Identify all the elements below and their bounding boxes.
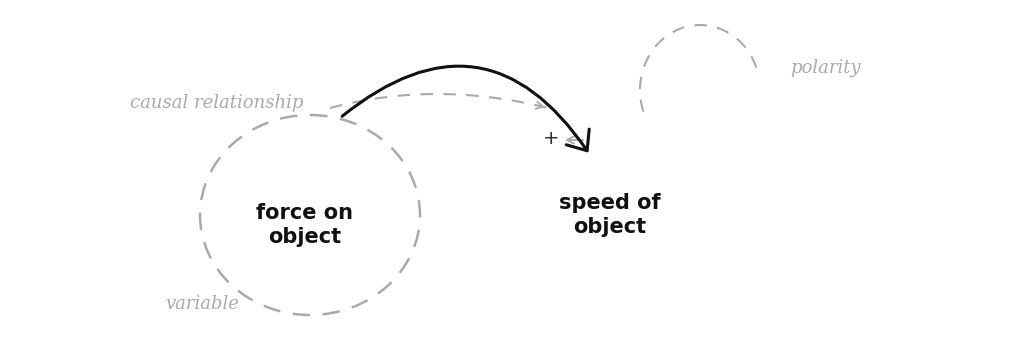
Text: polarity: polarity [790, 59, 860, 77]
Text: force on
object: force on object [256, 203, 353, 247]
Text: +: + [543, 129, 559, 148]
Text: speed of
object: speed of object [559, 193, 660, 236]
Text: variable: variable [165, 295, 239, 313]
Text: causal relationship: causal relationship [130, 94, 303, 112]
FancyArrowPatch shape [342, 66, 589, 151]
